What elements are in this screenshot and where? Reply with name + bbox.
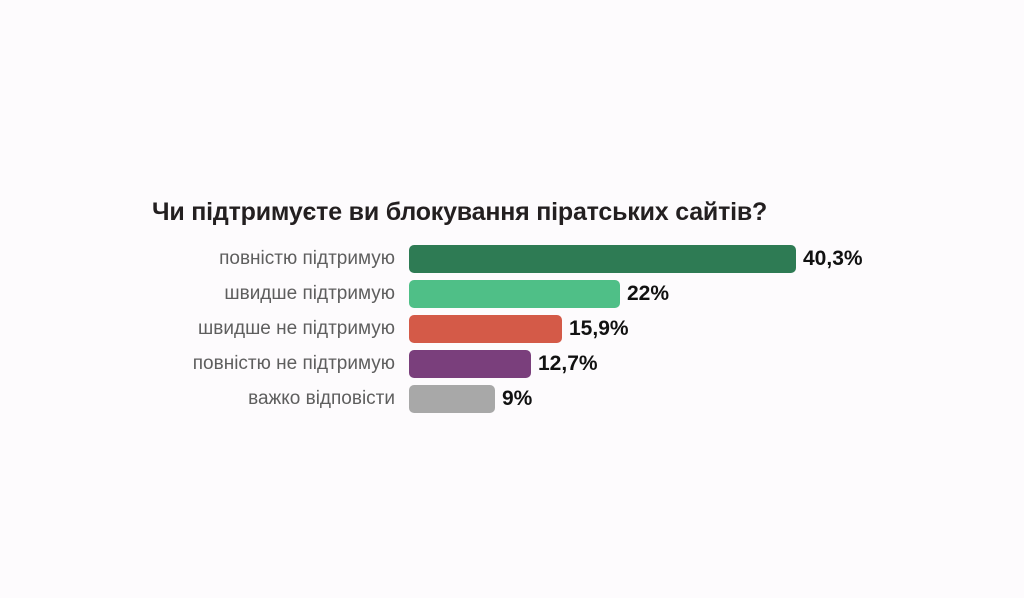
category-label: швидше не підтримую	[198, 318, 395, 339]
category-label: повністю не підтримую	[192, 353, 395, 374]
value-label: 15,9%	[569, 317, 629, 340]
bar	[409, 385, 495, 413]
value-label: 40,3%	[803, 247, 863, 270]
category-label: важко відповісти	[248, 388, 395, 409]
bar-row: важко відповісти 9%	[0, 385, 1024, 413]
category-label: швидше підтримую	[224, 283, 395, 304]
value-label: 12,7%	[538, 352, 598, 375]
bar	[409, 245, 796, 273]
bar-row: повністю не підтримую 12,7%	[0, 350, 1024, 378]
bar-row: швидше підтримую 22%	[0, 280, 1024, 308]
chart-title: Чи підтримуєте ви блокування піратських …	[152, 198, 768, 226]
category-label: повністю підтримую	[219, 248, 395, 269]
bar	[409, 280, 620, 308]
bar-row: повністю підтримую 40,3%	[0, 245, 1024, 273]
bar	[409, 315, 562, 343]
value-label: 9%	[502, 387, 533, 410]
bar	[409, 350, 531, 378]
value-label: 22%	[627, 282, 670, 305]
bar-row: швидше не підтримую 15,9%	[0, 315, 1024, 343]
